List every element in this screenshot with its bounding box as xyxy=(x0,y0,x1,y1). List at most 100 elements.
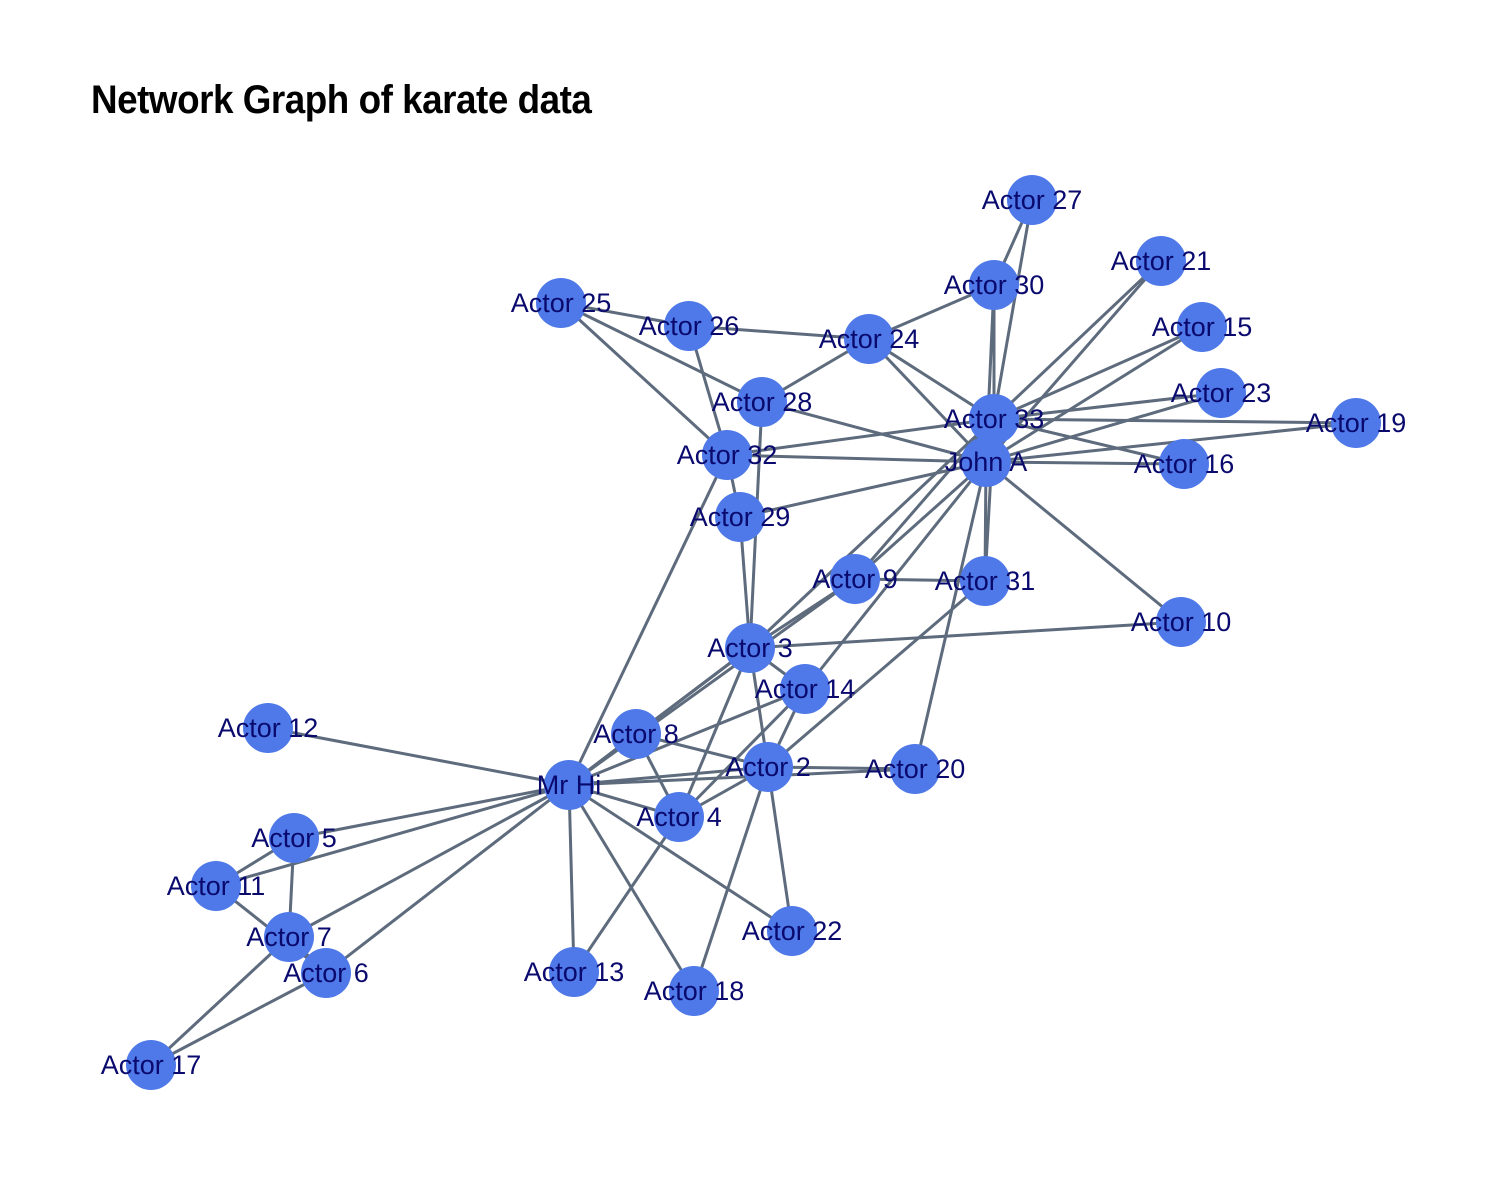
node-marker xyxy=(767,906,817,956)
node-10: Actor 10 xyxy=(1131,597,1231,647)
edge-1-13 xyxy=(567,784,576,973)
node-marker xyxy=(1331,398,1381,448)
edge-4-14 xyxy=(677,687,807,819)
edge-2-22 xyxy=(766,766,794,932)
edge-3-33 xyxy=(748,417,996,650)
node-5: Actor 5 xyxy=(251,813,337,863)
node-label: Actor 32 xyxy=(677,440,778,470)
edge-2-31 xyxy=(767,579,986,769)
node-marker xyxy=(191,861,241,911)
node-17: Actor 17 xyxy=(101,1040,202,1090)
node-3: Actor 3 xyxy=(707,623,793,673)
node-8: Actor 8 xyxy=(593,709,679,759)
node-marker xyxy=(725,623,775,673)
page-title: Network Graph of karate data xyxy=(91,78,592,122)
node-marker xyxy=(544,760,594,810)
node-marker xyxy=(969,260,1019,310)
node-23: Actor 23 xyxy=(1171,368,1272,418)
node-marker xyxy=(1196,368,1246,418)
edge-1-6 xyxy=(325,783,570,975)
edge-15-34 xyxy=(985,325,1203,464)
node-27: Actor 27 xyxy=(982,175,1083,225)
node-11: Actor 11 xyxy=(167,861,266,911)
edge-23-34 xyxy=(985,391,1222,464)
node-label: Actor 6 xyxy=(283,958,369,988)
node-32: Actor 32 xyxy=(677,430,778,480)
node-marker xyxy=(549,947,599,997)
nodes-layer: Mr Hi Actor 2 Actor 3 Actor 4 Actor 5 Actor 6… xyxy=(101,175,1407,1090)
node-marker xyxy=(969,394,1019,444)
node-26: Actor 26 xyxy=(639,301,740,351)
node-21: Actor 21 xyxy=(1111,236,1212,286)
node-label: Actor 20 xyxy=(865,754,966,784)
node-marker xyxy=(715,492,765,542)
node-6: Actor 6 xyxy=(283,948,369,998)
node-16: Actor 16 xyxy=(1134,439,1234,489)
node-marker xyxy=(654,792,704,842)
node-label: Actor 22 xyxy=(742,916,843,946)
node-label: Actor 9 xyxy=(812,564,898,594)
edge-32-33 xyxy=(726,417,995,457)
node-label: Actor 26 xyxy=(639,311,740,341)
node-label: Actor 27 xyxy=(982,185,1083,215)
node-label: Actor 13 xyxy=(524,957,625,987)
node-label: Actor 28 xyxy=(712,387,813,417)
node-marker xyxy=(1159,439,1209,489)
node-label: Actor 25 xyxy=(511,288,612,318)
node-28: Actor 28 xyxy=(712,377,813,427)
edge-32-34 xyxy=(726,453,987,464)
node-25: Actor 25 xyxy=(511,278,612,328)
edge-19-34 xyxy=(985,421,1357,464)
node-label: Actor 24 xyxy=(819,324,920,354)
node-label: Actor 15 xyxy=(1152,312,1253,342)
node-13: Actor 13 xyxy=(524,947,625,997)
node-label: Actor 31 xyxy=(935,566,1036,596)
node-31: Actor 31 xyxy=(935,556,1036,606)
node-15: Actor 15 xyxy=(1152,302,1253,352)
node-18: Actor 18 xyxy=(644,966,744,1016)
edge-28-34 xyxy=(761,400,987,464)
edge-20-34 xyxy=(913,461,988,770)
edge-1-7 xyxy=(288,783,570,939)
node-label: Actor 4 xyxy=(636,802,722,832)
edge-1-32 xyxy=(567,454,729,786)
node-marker xyxy=(1136,236,1186,286)
edge-21-33 xyxy=(992,259,1163,421)
edge-1-12 xyxy=(267,726,570,787)
node-34: John A xyxy=(945,437,1027,487)
node-marker xyxy=(264,912,314,962)
node-label: Actor 33 xyxy=(944,404,1045,434)
node-label: Actor 3 xyxy=(707,633,793,663)
node-4: Actor 4 xyxy=(636,792,722,842)
node-label: Actor 30 xyxy=(944,270,1045,300)
node-marker xyxy=(737,377,787,427)
node-30: Actor 30 xyxy=(944,260,1045,310)
edge-1-22 xyxy=(568,783,793,933)
edge-29-34 xyxy=(739,460,987,519)
node-marker xyxy=(126,1040,176,1090)
node-1: Mr Hi xyxy=(537,760,601,810)
node-label: Actor 17 xyxy=(101,1050,202,1080)
edge-1-20 xyxy=(568,767,916,787)
node-24: Actor 24 xyxy=(819,314,920,364)
node-marker xyxy=(960,556,1010,606)
node-marker xyxy=(243,703,293,753)
node-19: Actor 19 xyxy=(1306,398,1407,448)
node-marker xyxy=(780,664,830,714)
node-label: Actor 11 xyxy=(167,871,266,901)
edge-24-26 xyxy=(688,324,870,341)
edge-3-10 xyxy=(749,620,1182,650)
edge-9-34 xyxy=(854,460,987,581)
edge-19-33 xyxy=(993,417,1357,425)
edge-1-5 xyxy=(293,783,570,840)
node-label: Actor 21 xyxy=(1111,246,1212,276)
node-marker xyxy=(664,301,714,351)
edge-23-33 xyxy=(993,391,1222,421)
node-label: Actor 23 xyxy=(1171,378,1272,408)
node-marker xyxy=(301,948,351,998)
node-label: Actor 19 xyxy=(1306,408,1407,438)
node-label: Actor 14 xyxy=(755,674,856,704)
node-33: Actor 33 xyxy=(944,394,1045,444)
node-12: Actor 12 xyxy=(218,703,318,753)
